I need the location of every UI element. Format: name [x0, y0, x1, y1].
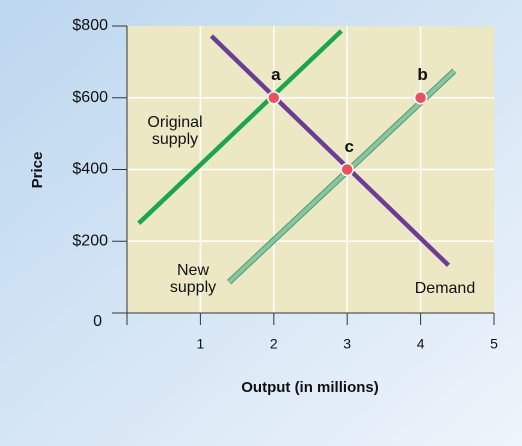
y-tick-label: $600	[72, 89, 108, 106]
x-tick-label: 1	[197, 336, 205, 352]
series-label: Original supply	[147, 114, 203, 148]
y-tick-label: $800	[72, 17, 108, 34]
x-tick-label: 5	[490, 336, 498, 352]
y-tick-label: 0	[93, 313, 102, 330]
series-line	[227, 69, 456, 284]
point-label: b	[417, 65, 427, 84]
x-tick-label: 4	[417, 336, 425, 352]
y-tick-label: $200	[72, 232, 108, 249]
point	[413, 91, 428, 105]
series-line	[209, 34, 451, 267]
x-axis-label: Output (in millions)	[241, 379, 378, 396]
point-label: c	[344, 137, 353, 156]
y-tick-label: $400	[72, 161, 108, 178]
series-label: Demand	[414, 280, 476, 297]
series-line	[137, 29, 343, 225]
y-axis-label: Price	[29, 152, 46, 189]
point	[340, 162, 354, 177]
x-tick-label: 3	[343, 336, 351, 352]
point-label: a	[271, 65, 281, 84]
point	[267, 91, 281, 105]
series-label: New supply	[169, 262, 217, 296]
x-tick-label: 2	[270, 336, 278, 352]
